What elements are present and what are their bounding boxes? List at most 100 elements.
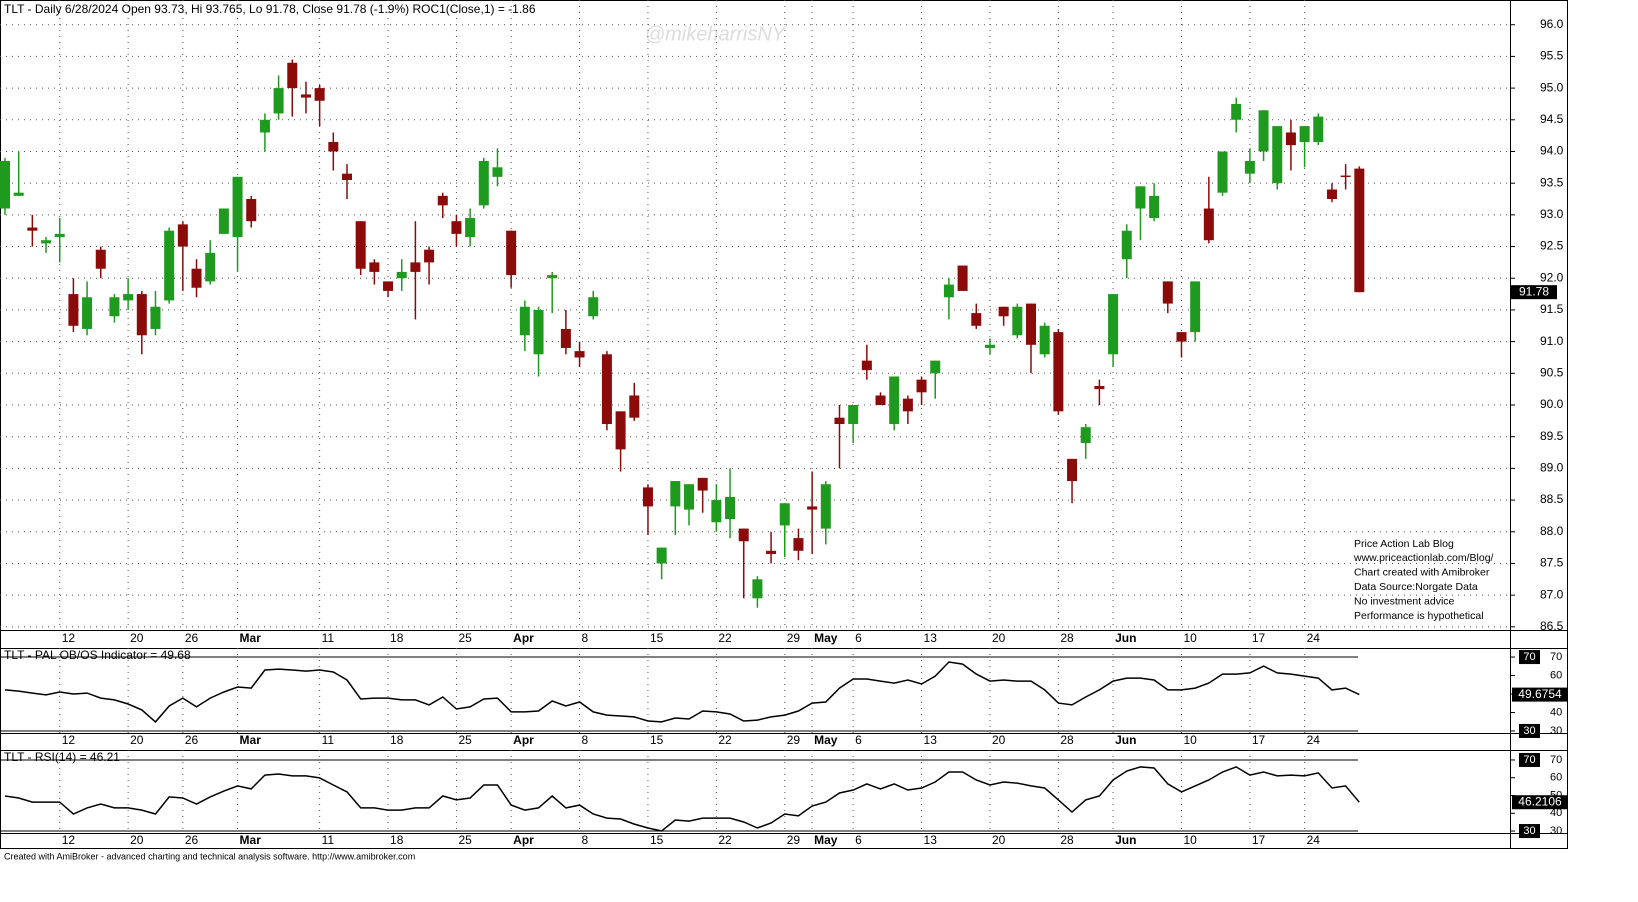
candle-body	[615, 411, 626, 450]
x-tick-label: 17	[1252, 733, 1266, 747]
panel-title: TLT - PAL OB/OS Indicator = 49.68	[4, 648, 191, 662]
candle-body	[478, 160, 489, 206]
candle-body	[1354, 168, 1365, 293]
note: www.priceactionlab.com/Blog/	[1353, 552, 1494, 564]
candle-body	[889, 376, 900, 425]
candle-body	[1217, 151, 1228, 193]
last-value-box	[1512, 795, 1568, 810]
x-tick-label: 8	[582, 631, 589, 645]
x-tick-label: 12	[62, 833, 76, 847]
level-box	[1519, 650, 1540, 665]
candle-body	[123, 294, 134, 301]
candle-body	[1026, 303, 1036, 345]
x-tick-label: 24	[1307, 833, 1321, 847]
candle-body	[95, 249, 106, 269]
candle-body	[1080, 427, 1091, 444]
candle-body	[1203, 208, 1214, 241]
x-tick-label: 15	[650, 631, 664, 645]
note: Price Action Lab Blog	[1354, 538, 1454, 550]
x-tick-label: 29	[787, 833, 801, 847]
x-tick-label: 26	[185, 631, 199, 645]
candle-body	[369, 262, 380, 272]
candle-body	[27, 227, 38, 231]
candle-body	[1176, 332, 1187, 342]
x-tick-label: 15	[650, 833, 664, 847]
candle-body	[848, 405, 859, 425]
candle-body	[697, 477, 708, 491]
y-tick-label: 86.5	[1540, 619, 1564, 633]
x-tick-label: 10	[1183, 833, 1197, 847]
x-tick-label: 26	[185, 833, 199, 847]
y-tick-label: 90.5	[1540, 365, 1564, 379]
y-tick-label: 70	[1550, 651, 1562, 663]
candle-body	[984, 344, 995, 348]
candle-body	[588, 297, 599, 317]
candle-body	[656, 547, 667, 564]
candle-body	[1012, 306, 1023, 336]
x-tick-label: 10	[1183, 631, 1197, 645]
candle-body	[642, 487, 653, 507]
candle-body	[1094, 385, 1105, 390]
candle-body	[861, 360, 872, 371]
x-tick-label: Apr	[513, 631, 534, 645]
candle-body	[396, 271, 407, 279]
x-tick-label: 20	[130, 631, 144, 645]
candle-body	[205, 252, 216, 282]
y-tick-label: 88.5	[1540, 492, 1564, 506]
chart-title: TLT - Daily 6/28/2024 Open 93.73, Hi 93.…	[4, 2, 536, 16]
x-tick-label: 18	[390, 833, 404, 847]
level-box	[1519, 824, 1540, 839]
candle-body	[492, 167, 503, 177]
candle-body	[82, 297, 93, 329]
y-tick-label: 93.5	[1540, 175, 1564, 189]
candle-body	[725, 496, 736, 520]
candle-body	[752, 579, 763, 599]
candle-body	[998, 306, 1009, 317]
x-tick-label: 26	[185, 733, 199, 747]
candle-body	[1340, 175, 1351, 178]
y-tick-label: 92.5	[1540, 239, 1564, 253]
note: Chart created with Amibroker	[1354, 567, 1490, 579]
candle-body	[246, 199, 257, 222]
candle-body	[54, 233, 65, 238]
candle-body	[383, 281, 394, 291]
level-box	[1519, 723, 1540, 738]
x-tick-label: 20	[992, 631, 1006, 645]
candle-body	[1162, 281, 1173, 304]
note: No investment advice	[1354, 595, 1455, 607]
y-tick-label: 89.5	[1540, 429, 1564, 443]
candle-body	[779, 503, 790, 526]
candle-body	[834, 417, 845, 425]
candle-body	[164, 230, 175, 301]
y-tick-label: 30	[1550, 825, 1562, 837]
candle-body	[328, 141, 339, 152]
candle-body	[574, 351, 585, 358]
candle-body	[875, 395, 886, 405]
x-tick-label: 12	[62, 733, 76, 747]
candle-body	[314, 88, 325, 101]
x-tick-label: 18	[390, 631, 404, 645]
candle-body	[738, 528, 749, 542]
x-tick-label: 17	[1252, 833, 1266, 847]
candle-body	[1244, 160, 1255, 174]
last-price-box	[1511, 285, 1557, 300]
frame	[0, 0, 1568, 849]
x-tick-label: 25	[458, 733, 472, 747]
candle-body	[533, 309, 544, 355]
y-tick-label: 89.0	[1540, 461, 1564, 475]
candle-body	[0, 160, 10, 209]
candle-body	[1190, 281, 1201, 333]
y-tick-label: 96.0	[1540, 17, 1564, 31]
candle-body	[629, 395, 640, 418]
x-tick-label: 28	[1060, 833, 1074, 847]
candle-body	[971, 313, 982, 326]
y-tick-label: 91.0	[1540, 334, 1564, 348]
candle-body	[684, 484, 694, 510]
x-tick-label: 6	[855, 833, 862, 847]
x-tick-label: Mar	[240, 733, 262, 747]
level-box	[1519, 752, 1540, 767]
candle-body	[1149, 195, 1160, 219]
y-tick-label: 95.0	[1540, 80, 1564, 94]
